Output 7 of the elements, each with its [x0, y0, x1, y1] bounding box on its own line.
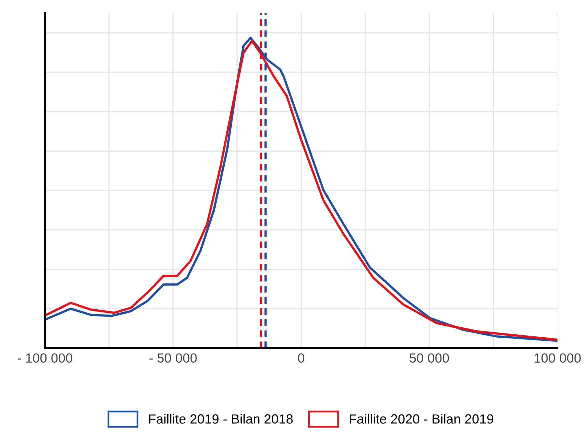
x-tick-label: 0	[298, 354, 305, 363]
x-tick-label: 50 000	[410, 354, 450, 363]
x-tick-label: 100 000	[534, 354, 581, 363]
x-tick-label: - 100 000	[18, 354, 73, 363]
legend-label: Faillite 2020 - Bilan 2019	[350, 414, 494, 424]
legend-label: Faillite 2019 - Bilan 2018	[149, 414, 293, 424]
x-tick-label: - 50 000	[150, 354, 198, 363]
